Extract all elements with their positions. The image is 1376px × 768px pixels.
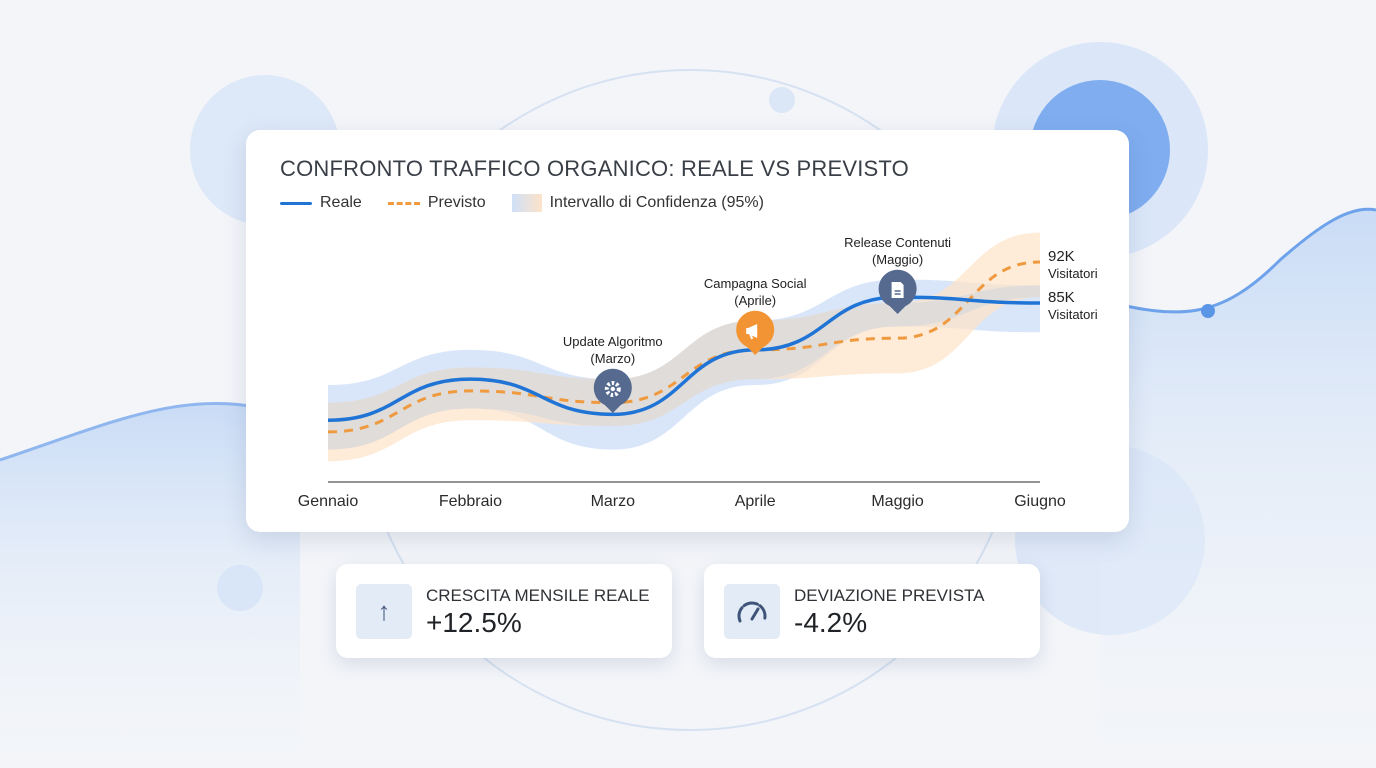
arrow-up-icon: ↑ [356, 584, 412, 639]
chart-card: CONFRONTO TRAFFICO ORGANICO: REALE VS PR… [246, 130, 1129, 532]
chart-title: CONFRONTO TRAFFICO ORGANICO: REALE VS PR… [280, 156, 909, 181]
annotation-subtitle: (Maggio) [872, 252, 923, 267]
chart-plot: Gennaio Febbraio Marzo Aprile Maggio Giugno 92… [298, 232, 1098, 510]
annotation-subtitle: (Aprile) [734, 293, 776, 308]
stat-label: DEVIAZIONE PREVISTA [794, 586, 985, 605]
legend-swatch-previsto [387, 201, 420, 205]
legend-item-reale: Reale [280, 194, 362, 212]
end-label-value: 85K [1048, 289, 1075, 306]
annotation-subtitle: (Marzo) [590, 351, 635, 366]
legend: Reale Previsto Intervallo di Confidenza … [280, 194, 790, 212]
x-tick-label: Febbraio [439, 493, 502, 510]
document-icon [891, 282, 904, 298]
legend-label-band: Intervallo di Confidenza (95%) [549, 194, 764, 211]
legend-item-band: Intervallo di Confidenza (95%) [511, 194, 764, 212]
stat-label: CRESCITA MENSILE REALE [426, 586, 650, 605]
end-label-unit: Visitatori [1048, 266, 1098, 281]
megaphone-icon [746, 324, 758, 340]
end-label-value: 92K [1048, 248, 1075, 265]
stat-value: -4.2% [794, 607, 868, 638]
x-tick-label: Maggio [871, 493, 924, 510]
annotation-title: Campagna Social [704, 276, 807, 291]
x-tick-label: Giugno [1014, 493, 1066, 510]
annotation-title: Update Algoritmo [563, 334, 663, 349]
annotation-title: Release Contenuti [844, 235, 951, 250]
gauge-icon [724, 584, 780, 639]
legend-swatch-reale [280, 201, 312, 205]
series-line-previsto [327, 260, 1041, 434]
legend-label-previsto: Previsto [427, 194, 486, 211]
gear-icon [604, 381, 621, 397]
stat-value: +12.5% [426, 607, 522, 638]
legend-item-previsto: Previsto [387, 194, 486, 212]
confidence-band-overlap [328, 285, 1040, 450]
confidence-band-previsto [328, 232, 1040, 462]
x-tick-label: Aprile [735, 493, 776, 510]
x-tick-label: Marzo [591, 493, 636, 510]
stat-card-growth: ↑ CRESCITA MENSILE REALE +12.5% [336, 564, 672, 658]
legend-swatch-band [511, 194, 542, 212]
x-tick-label: Gennaio [298, 493, 359, 510]
end-label-unit: Visitatori [1048, 307, 1098, 322]
stat-card-deviation: DEVIAZIONE PREVISTA -4.2% [704, 564, 1040, 658]
legend-label-reale: Reale [320, 194, 362, 211]
